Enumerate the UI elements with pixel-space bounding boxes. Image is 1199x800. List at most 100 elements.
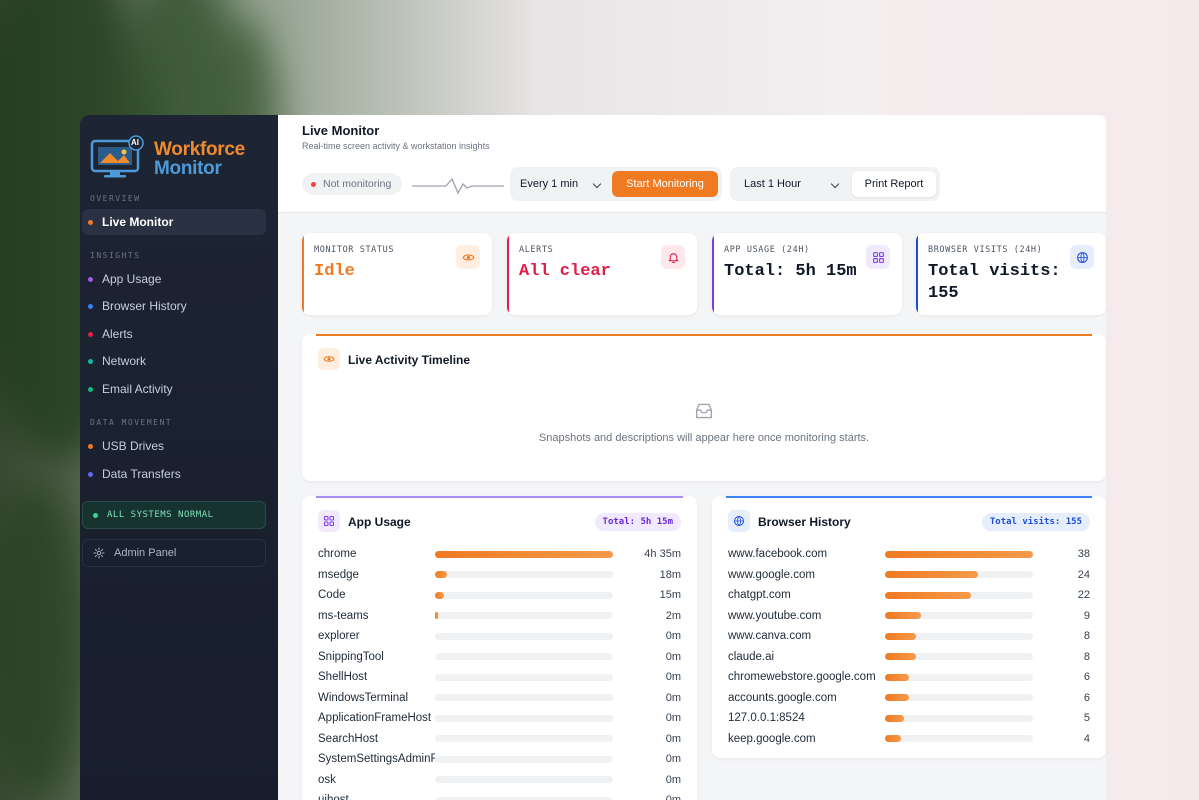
card-accent bbox=[916, 233, 918, 315]
usage-bar-fill bbox=[885, 735, 902, 743]
list-item-value: 8 bbox=[1083, 630, 1090, 643]
sidebar-item-network[interactable]: Network bbox=[82, 348, 266, 374]
list-item-value: 0m bbox=[666, 794, 681, 800]
interval-control-group: Every 1 min Start Monitoring bbox=[510, 167, 722, 201]
list-item-value: 0m bbox=[665, 650, 681, 663]
list-item: SystemSettingsAdminFlows 0m bbox=[318, 749, 681, 770]
panel-accent-line bbox=[316, 496, 683, 498]
list-item: uihost 0m bbox=[318, 790, 681, 800]
usage-bar-track bbox=[435, 591, 613, 599]
list-item: explorer 0m bbox=[318, 626, 681, 647]
app-usage-panel: App Usage Total: 5h 15m chrome 4h 35m msed… bbox=[302, 496, 697, 800]
list-item-name: ShellHost bbox=[318, 671, 368, 684]
page-header: Live Monitor Real-time screen activity &… bbox=[278, 115, 1106, 213]
system-status-badge: ALL SYSTEMS NORMAL bbox=[82, 501, 266, 529]
pulse-line-icon bbox=[412, 177, 504, 195]
sidebar-item-browser-history[interactable]: Browser History bbox=[82, 293, 266, 319]
sidebar-item-usb-drives[interactable]: USB Drives bbox=[82, 433, 266, 459]
list-item-name: uihost bbox=[318, 794, 435, 800]
card-value: All clear bbox=[519, 262, 611, 281]
eye-icon bbox=[318, 348, 340, 370]
list-item-name: chromewebstore.google.com bbox=[728, 671, 876, 684]
list-item-value: 0m bbox=[665, 753, 681, 766]
nav-dot bbox=[88, 443, 93, 449]
browser-history-panel: Browser History Total visits: 155 www.fa… bbox=[712, 496, 1106, 758]
monitoring-status-text: Not monitoring bbox=[323, 178, 392, 190]
time-range-select[interactable]: Last 1 Hour bbox=[736, 171, 846, 197]
monitoring-status-pill: Not monitoring bbox=[302, 173, 402, 195]
list-item: ApplicationFrameHost 0m bbox=[318, 708, 681, 729]
stat-card-browser-visits: BROWSER VISITS (24H) Total visits: 155 bbox=[916, 233, 1106, 315]
timeline-empty-text: Snapshots and descriptions will appear h… bbox=[538, 432, 870, 444]
sidebar-item-data-transfers[interactable]: Data Transfers bbox=[82, 461, 266, 487]
list-item: keep.google.com 4 bbox=[728, 729, 1090, 750]
sidebar-item-live-monitor[interactable]: Live Monitor bbox=[82, 209, 266, 235]
usage-bar-track bbox=[885, 735, 1033, 743]
sidebar-item-alerts[interactable]: Alerts bbox=[82, 321, 266, 347]
card-label: BROWSER VISITS (24H) bbox=[928, 245, 1043, 255]
list-item-name: www.google.com bbox=[728, 568, 815, 581]
card-label: MONITOR STATUS bbox=[314, 245, 395, 255]
sidebar-item-label: Browser History bbox=[102, 299, 187, 313]
system-status-text: ALL SYSTEMS NORMAL bbox=[107, 510, 214, 520]
usage-bar-track bbox=[435, 550, 613, 558]
card-value: Total visits: 155 bbox=[928, 262, 1061, 303]
list-item: chatgpt.com 22 bbox=[728, 585, 1090, 606]
list-item: 127.0.0.1:8524 5 bbox=[728, 708, 1090, 729]
usage-bar-track bbox=[435, 694, 613, 702]
grid-icon bbox=[866, 245, 890, 269]
globe-icon bbox=[1070, 245, 1094, 269]
section-label-overview: OVERVIEW bbox=[90, 194, 141, 203]
list-item-value: 0m bbox=[665, 671, 681, 684]
usage-bar-track bbox=[435, 653, 613, 661]
nav-dot bbox=[88, 331, 93, 337]
list-item: ShellHost 0m bbox=[318, 667, 681, 688]
usage-bar-track bbox=[435, 714, 613, 722]
list-item-name: chatgpt.com bbox=[728, 589, 791, 602]
inbox-icon bbox=[695, 403, 713, 419]
list-item: www.canva.com 8 bbox=[728, 626, 1090, 647]
list-item: osk 0m bbox=[318, 770, 681, 791]
usage-bar-track bbox=[885, 714, 1033, 722]
list-item-value: 8 bbox=[1083, 650, 1090, 663]
list-item: accounts.google.com 6 bbox=[728, 688, 1090, 709]
list-item-value: 9 bbox=[1083, 609, 1090, 622]
grid-icon bbox=[318, 510, 340, 532]
usage-bar-track bbox=[885, 612, 1033, 620]
list-item-value: 38 bbox=[1077, 548, 1090, 561]
list-item-name: ApplicationFrameHost bbox=[318, 712, 432, 725]
usage-bar-track bbox=[435, 632, 613, 640]
usage-bar-track bbox=[435, 571, 613, 579]
usage-bar-track bbox=[885, 632, 1033, 640]
list-item-value: 0m bbox=[665, 691, 681, 704]
list-item-value: 2m bbox=[665, 609, 681, 622]
list-item-name: SystemSettingsAdminFlows bbox=[318, 753, 435, 766]
usage-bar-track bbox=[885, 550, 1033, 558]
interval-select[interactable]: Every 1 min bbox=[512, 171, 608, 197]
bell-icon bbox=[661, 245, 685, 269]
nav-dot bbox=[88, 386, 93, 392]
usage-bar-fill bbox=[885, 612, 921, 620]
list-item-name: chrome bbox=[318, 548, 357, 561]
list-item: chromewebstore.google.com 6 bbox=[728, 667, 1090, 688]
usage-bar-track bbox=[435, 673, 613, 681]
globe-icon bbox=[728, 510, 750, 532]
list-item-name: claude.ai bbox=[728, 650, 775, 663]
main-content: Live Monitor Real-time screen activity &… bbox=[278, 115, 1106, 800]
start-monitoring-button[interactable]: Start Monitoring bbox=[612, 171, 718, 197]
sidebar-item-label: Network bbox=[102, 354, 147, 368]
admin-panel-button[interactable]: Admin Panel bbox=[82, 539, 266, 567]
logo-text-monitor: Monitor bbox=[154, 158, 222, 179]
card-accent bbox=[302, 233, 304, 315]
list-item: ms-teams 2m bbox=[318, 606, 681, 627]
live-activity-timeline-panel: Live Activity Timeline Snapshots and des… bbox=[302, 334, 1106, 481]
list-item-value: 0m bbox=[665, 630, 681, 643]
app-logo: AI Workforce Monitor bbox=[90, 135, 270, 179]
sidebar-item-email-activity[interactable]: Email Activity bbox=[82, 376, 266, 402]
usage-bar-track bbox=[885, 694, 1033, 702]
sidebar-item-label: USB Drives bbox=[102, 439, 165, 453]
sidebar-item-app-usage[interactable]: App Usage bbox=[82, 266, 266, 292]
print-report-button[interactable]: Print Report bbox=[852, 171, 936, 197]
list-item: SearchHost 0m bbox=[318, 729, 681, 750]
sidebar-item-label: Data Transfers bbox=[102, 467, 181, 481]
